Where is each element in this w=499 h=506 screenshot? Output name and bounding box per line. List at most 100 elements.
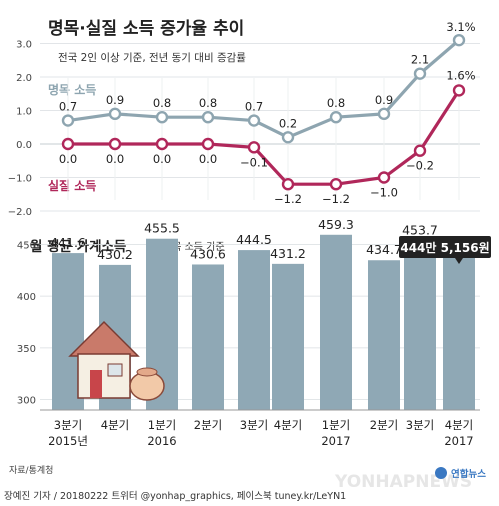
- bar-y-tick-label: 300: [17, 396, 36, 407]
- bar: [272, 263, 304, 410]
- chart-marks: 3.0 2.0 1.0 0.0 −1.0 −2.0 0.7 0.9 0.8 0.8 0.7 0.2 0.…: [8, 20, 491, 448]
- y-tick-label: −1.0: [8, 174, 32, 185]
- bar-value-label: 430.6: [190, 246, 226, 261]
- x-axis-label: 4분기: [101, 418, 129, 432]
- logo-text: 연합뉴스: [451, 468, 486, 480]
- x-axis-label: 2분기: [370, 418, 398, 432]
- nominal-value-label: 0.8: [327, 96, 345, 110]
- chart-subtitle: 전국 2인 이상 기준, 전년 동기 대비 증감률: [58, 52, 246, 64]
- real-point: [377, 171, 391, 184]
- source-note: 자료/통계청: [9, 464, 53, 476]
- bar: [368, 260, 400, 410]
- bar: [404, 240, 436, 410]
- bar-y-tick-label: 400: [17, 292, 36, 303]
- real-value-label: −1.0: [370, 186, 398, 200]
- real-point: [61, 137, 75, 151]
- x-axis-label: 2분기: [194, 418, 222, 432]
- x-axis-year-label: 2015년: [48, 434, 88, 448]
- x-axis-label: 4분기: [274, 418, 302, 432]
- real-point: [452, 84, 466, 97]
- nominal-line: [67, 38, 461, 139]
- real-point: [155, 137, 169, 151]
- real-value-label: 0.0: [199, 152, 217, 166]
- legend-nominal: 명목 소득: [48, 83, 96, 97]
- bar-chart-title: 월 평균 가계소득: [30, 238, 126, 255]
- bar: [238, 250, 270, 410]
- callout-box: [399, 236, 491, 258]
- real-point: [247, 141, 261, 154]
- callout-label: 444만 5,156원: [400, 240, 489, 255]
- x-axis-label: 1분기: [148, 418, 176, 432]
- nominal-point: [108, 107, 122, 121]
- bar: [192, 264, 224, 410]
- y-tick-label: 0.0: [16, 140, 32, 151]
- y-tick-label: −2.0: [8, 207, 32, 218]
- y-tick-label: 1.0: [16, 107, 32, 118]
- real-value-label: 0.0: [59, 152, 77, 166]
- x-axis-year-label: 2016: [147, 434, 176, 448]
- x-axis-label: 3분기: [406, 418, 434, 432]
- nominal-point: [61, 114, 75, 127]
- real-point: [281, 177, 295, 191]
- bar-value-label: 434.7: [366, 242, 402, 257]
- credit-line: 장예진 기자 / 20180222 트위터 @yonhap_graphics, …: [4, 490, 346, 502]
- nominal-point: [452, 33, 466, 47]
- bar-value-label: 444.5: [236, 232, 272, 247]
- legend-real: 실질 소득: [48, 178, 96, 193]
- nominal-point: [377, 107, 391, 121]
- bar-value-label: 441.6: [50, 235, 86, 250]
- x-axis-year-label: 2017: [321, 434, 350, 448]
- x-axis-label: 3분기: [240, 418, 268, 432]
- nominal-point: [247, 114, 261, 127]
- real-value-label: −1.2: [274, 192, 302, 206]
- y-tick-label: 3.0: [16, 40, 32, 51]
- real-point: [108, 137, 122, 151]
- nominal-point: [155, 110, 169, 124]
- bar-y-tick-label: 450: [17, 240, 36, 251]
- nominal-value-label: 0.8: [199, 96, 217, 110]
- bar-y-tick-label: 350: [17, 344, 36, 355]
- nominal-value-label: 2.1: [411, 53, 429, 67]
- logo-mark: [435, 467, 447, 479]
- bar-value-label: 431.2: [270, 246, 306, 261]
- nominal-value-label: 0.9: [375, 93, 393, 107]
- nominal-value-label: 3.1%: [446, 20, 475, 34]
- y-tick-label: 2.0: [16, 73, 32, 84]
- nominal-point: [281, 131, 295, 144]
- callout-pointer: [455, 258, 463, 264]
- logo: 연합뉴스: [435, 467, 486, 480]
- x-axis-label: 4분기: [445, 418, 473, 432]
- real-value-label: −0.1: [240, 155, 268, 169]
- real-value-label: −1.2: [322, 192, 350, 206]
- chart-title: 명목·실질 소득 증가율 추이: [48, 18, 244, 39]
- bar: [443, 250, 475, 410]
- nominal-value-label: 0.9: [106, 93, 124, 107]
- house-door: [90, 370, 102, 398]
- nominal-point: [329, 110, 343, 124]
- real-value-label: −0.2: [406, 159, 434, 173]
- real-point: [201, 137, 215, 151]
- nominal-value-label: 0.2: [279, 116, 297, 130]
- bar-value-label: 459.3: [318, 217, 354, 232]
- x-axis-label: 1분기: [322, 418, 350, 432]
- nominal-value-label: 0.7: [245, 100, 263, 114]
- real-value-label: 1.6%: [446, 68, 475, 82]
- nominal-value-label: 0.8: [153, 96, 171, 110]
- house-window: [107, 363, 123, 377]
- real-point: [329, 177, 343, 191]
- nominal-value-label: 0.7: [59, 100, 77, 114]
- nominal-point: [413, 67, 427, 80]
- real-value-label: 0.0: [153, 152, 171, 166]
- bar: [320, 234, 352, 410]
- x-axis-year-label: 2017: [444, 434, 473, 448]
- real-line: [68, 89, 461, 186]
- bar-value-label: 430.2: [97, 247, 133, 262]
- bar-value-label: 455.5: [144, 221, 180, 236]
- money-bag-top: [136, 367, 158, 377]
- x-axis-label: 3분기: [54, 418, 82, 432]
- bar-value-label: 453.7: [402, 223, 438, 238]
- nominal-point: [201, 110, 215, 124]
- real-value-label: 0.0: [106, 152, 124, 166]
